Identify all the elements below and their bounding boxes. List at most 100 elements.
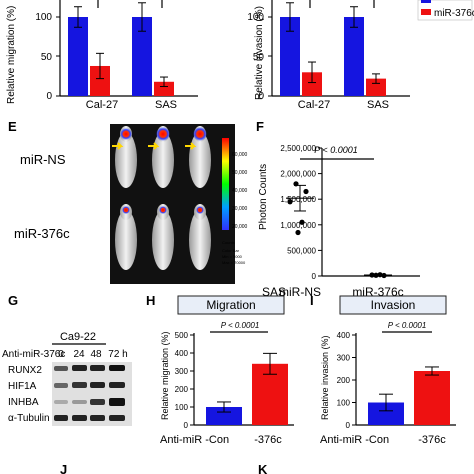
colorbar-tick: 20,000 (232, 224, 248, 230)
panel-i-ytick: 400 (337, 331, 351, 340)
top-left-bar-mir376c (154, 81, 174, 96)
panel-h-xlabel: -376c (254, 434, 282, 446)
colorbar-tick: 50,000 (232, 170, 248, 176)
panel-f-ylabel: Photon Counts (258, 164, 269, 230)
top-left-bar-control (68, 17, 88, 96)
mouse-image (185, 126, 211, 188)
blot-band (72, 400, 87, 404)
panel-h-xlabel: Anti-miR -Con (160, 434, 229, 446)
top-left-ytick: 0 (46, 91, 52, 102)
panel-i-bar (368, 402, 404, 425)
panel-g-protein: α-Tubulin (8, 413, 50, 424)
western-blot (52, 362, 132, 426)
mouse-image (112, 126, 137, 188)
legend-label: miR-376c (434, 8, 474, 19)
legend-box (417, 0, 473, 21)
panel-g-row-header: Anti-miR-376c (2, 349, 65, 360)
panel-label-j: J (60, 462, 67, 474)
blot-band (109, 365, 125, 371)
panel-g-timepoint: 48 (90, 349, 102, 360)
panel-g-protein: RUNX2 (8, 365, 42, 376)
panel-f-ytick: 1,500,000 (280, 195, 316, 204)
panel-f-ytick: 2,500,000 (280, 144, 316, 153)
panel-i-title: Invasion (371, 298, 416, 312)
top-left-xtick: Cal-27 (86, 99, 118, 111)
top-left-bar-mir376c (90, 65, 110, 96)
top-left-bar-control (132, 17, 152, 96)
panel-i-ytick: 0 (346, 421, 351, 430)
blot-band (54, 383, 68, 388)
blot-band (90, 415, 105, 421)
top-left-xtick: SAS (155, 99, 177, 111)
top-right-xtick: SAS (367, 99, 389, 111)
panel-g-protein: HIF1A (8, 381, 37, 392)
panel-i-ytick: 300 (337, 354, 351, 363)
blot-band (54, 415, 68, 421)
colorbar-tick: 60,000 (232, 152, 248, 158)
blot-band (54, 400, 68, 404)
top-right-ytick: 0 (258, 91, 264, 102)
panel-label-k: K (258, 462, 268, 474)
top-right-ytick: 100 (247, 12, 264, 23)
colorbar-tick: 30,000 (232, 206, 248, 212)
panel-f-ytick: 1,000,000 (280, 221, 316, 230)
blot-band (72, 382, 87, 388)
top-right-bar-mir376c (302, 72, 322, 96)
blot-band (109, 415, 125, 421)
blot-band (72, 365, 87, 371)
panel-i-ylabel: Relative invasion (%) (320, 335, 330, 420)
panel-f-xtick: miR-NS (279, 285, 321, 299)
blot-band (109, 398, 125, 406)
top-left-chart: Relative migration (%) 100 50 0 Cal-27 S… (6, 0, 198, 111)
panel-g-protein: INHBA (8, 397, 39, 408)
blot-band (54, 366, 68, 371)
colorbar-caption: Color Bar (222, 248, 240, 253)
colorbar-tick: 40,000 (232, 188, 248, 194)
top-right-chart: Relative invasion (%) 100 50 0 Cal-27 SA… (247, 0, 474, 111)
legend-swatch-blue (421, 0, 431, 3)
top-right-bar-control (280, 17, 300, 96)
top-right-xtick: Cal-27 (298, 99, 330, 111)
mouse-image (115, 204, 137, 270)
colorbar-caption: Counts (222, 240, 235, 245)
panel-h-title-box (177, 295, 285, 315)
panel-f-data-point (299, 219, 305, 225)
panel-i-pvalue: P < 0.0001 (388, 321, 427, 330)
panel-f-data-point (303, 188, 309, 195)
panel-i-xlabel: Anti-miR -Con (320, 434, 389, 446)
top-right-bar-mir376c (366, 78, 386, 96)
panel-i-title-box (339, 295, 447, 315)
panel-h-pvalue: P < 0.0001 (221, 321, 260, 330)
panel-h-ytick: 500 (175, 331, 189, 340)
panel-f-ytick: 2,000,000 (280, 170, 316, 179)
panel-label-e: E (8, 119, 17, 134)
panel-h-ytick: 100 (175, 403, 189, 412)
colorbar-caption: Max = 70000 (222, 260, 246, 265)
top-right-ylabel: Relative invasion (%) (254, 6, 265, 100)
panel-label-i: I (310, 293, 314, 308)
panel-i-xlabel: -376c (418, 434, 446, 446)
mouse-image (152, 204, 174, 270)
panel-label-g: G (8, 293, 18, 308)
panel-e-row-label: miR-NS (20, 152, 66, 167)
colorbar (222, 138, 229, 230)
panel-h-ytick: 200 (175, 385, 189, 394)
panel-i-ytick: 100 (337, 399, 351, 408)
panel-h-ytick: 300 (175, 367, 189, 376)
blot-band (90, 382, 105, 388)
panel-e-row-label: miR-376c (14, 226, 70, 241)
top-left-ylabel: Relative migration (%) (6, 6, 17, 104)
panel-h-ytick: 0 (184, 421, 189, 430)
top-left-ytick: 50 (41, 52, 53, 63)
panel-f-pvalue: P < 0.0001 (314, 145, 357, 155)
panel-g-timepoint: 24 (73, 349, 85, 360)
panel-g-timepoint: 72 h (108, 349, 127, 360)
top-right-ytick: 50 (253, 52, 265, 63)
panel-label-f: F (256, 119, 264, 134)
top-left-ytick: 100 (35, 12, 52, 23)
colorbar-caption: Min = 5000 (222, 254, 243, 259)
top-right-bar-control (344, 17, 364, 96)
ivis-image: 60,000 50,000 40,000 30,000 20,000 Count… (110, 124, 248, 284)
blot-band (72, 415, 87, 421)
